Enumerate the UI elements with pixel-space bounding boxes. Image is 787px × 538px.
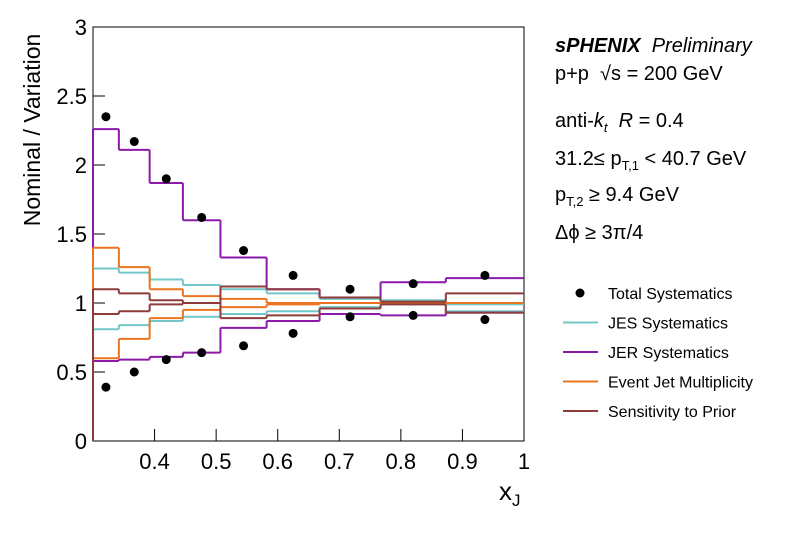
- x-tick-label: 0.8: [386, 449, 417, 474]
- y-tick-label: 2.5: [56, 84, 87, 109]
- data-point: [288, 328, 298, 338]
- annotation: 31.2≤ pT,1 < 40.7 GeV: [555, 148, 747, 173]
- text-part: = 0.4: [633, 110, 684, 132]
- text-part: < 40.7 GeV: [639, 148, 747, 170]
- data-point: [129, 137, 139, 147]
- x-tick-label: 0.4: [139, 449, 170, 474]
- text-part: Δϕ ≥ 3π/4: [555, 222, 643, 244]
- text-part: k: [594, 110, 605, 132]
- text-part: J: [512, 491, 520, 510]
- data-point: [161, 355, 171, 365]
- y-tick-label: 1.5: [56, 222, 87, 247]
- legend-label: JES Systematics: [608, 316, 728, 333]
- y-tick-label: 3: [75, 15, 87, 40]
- data-point: [197, 212, 207, 222]
- x-tick-label: 0.5: [201, 449, 232, 474]
- text-part: T,1: [622, 158, 639, 173]
- x-tick-label: 0.9: [447, 449, 478, 474]
- legend-marker: [575, 288, 585, 298]
- data-point: [239, 246, 249, 256]
- data-point: [197, 348, 207, 358]
- data-point: [480, 270, 490, 280]
- text-part: sPHENIX: [555, 35, 642, 57]
- data-point: [345, 284, 355, 294]
- text-part: p+p √s = 200 GeV: [555, 63, 723, 85]
- legend-label: Sensitivity to Prior: [608, 404, 737, 421]
- annotation: pT,2 ≥ 9.4 GeV: [555, 184, 680, 209]
- y-tick-label: 0.5: [56, 360, 87, 385]
- text-part: 31.2≤ p: [555, 148, 622, 170]
- data-point: [408, 310, 418, 320]
- data-point: [129, 367, 139, 377]
- text-part: T,2: [566, 194, 583, 209]
- x-tick-label: 1: [518, 449, 530, 474]
- text-part: anti-: [555, 110, 594, 132]
- text-part: t: [604, 120, 609, 135]
- text-part: Preliminary: [652, 35, 753, 57]
- x-axis-label: xJ: [499, 476, 520, 510]
- text-part: R: [619, 110, 633, 132]
- annotation: Δϕ ≥ 3π/4: [555, 222, 643, 244]
- data-point: [101, 112, 111, 122]
- data-point: [239, 341, 249, 351]
- text-part: x: [499, 476, 512, 506]
- annotation: anti-kt R = 0.4: [555, 110, 684, 135]
- x-tick-label: 0.6: [262, 449, 293, 474]
- text-part: p: [555, 184, 566, 206]
- data-point: [480, 315, 490, 325]
- legend-label: JER Systematics: [608, 345, 729, 362]
- annotation: sPHENIX Preliminary: [555, 35, 753, 57]
- text-part: [641, 35, 652, 57]
- legend-label: Total Systematics: [608, 286, 732, 303]
- text-part: ≥ 9.4 GeV: [583, 184, 679, 206]
- y-tick-label: 1: [75, 291, 87, 316]
- data-point: [345, 312, 355, 322]
- y-tick-label: 0: [75, 429, 87, 454]
- y-tick-label: 2: [75, 153, 87, 178]
- data-point: [288, 270, 298, 280]
- data-point: [161, 174, 171, 184]
- annotation: p+p √s = 200 GeV: [555, 63, 723, 85]
- y-axis-label: Nominal / Variation: [19, 34, 45, 227]
- legend-label: Event Jet Multiplicity: [608, 375, 753, 392]
- data-point: [101, 382, 111, 392]
- data-point: [408, 279, 418, 289]
- x-tick-label: 0.7: [324, 449, 355, 474]
- text-part: [608, 110, 619, 132]
